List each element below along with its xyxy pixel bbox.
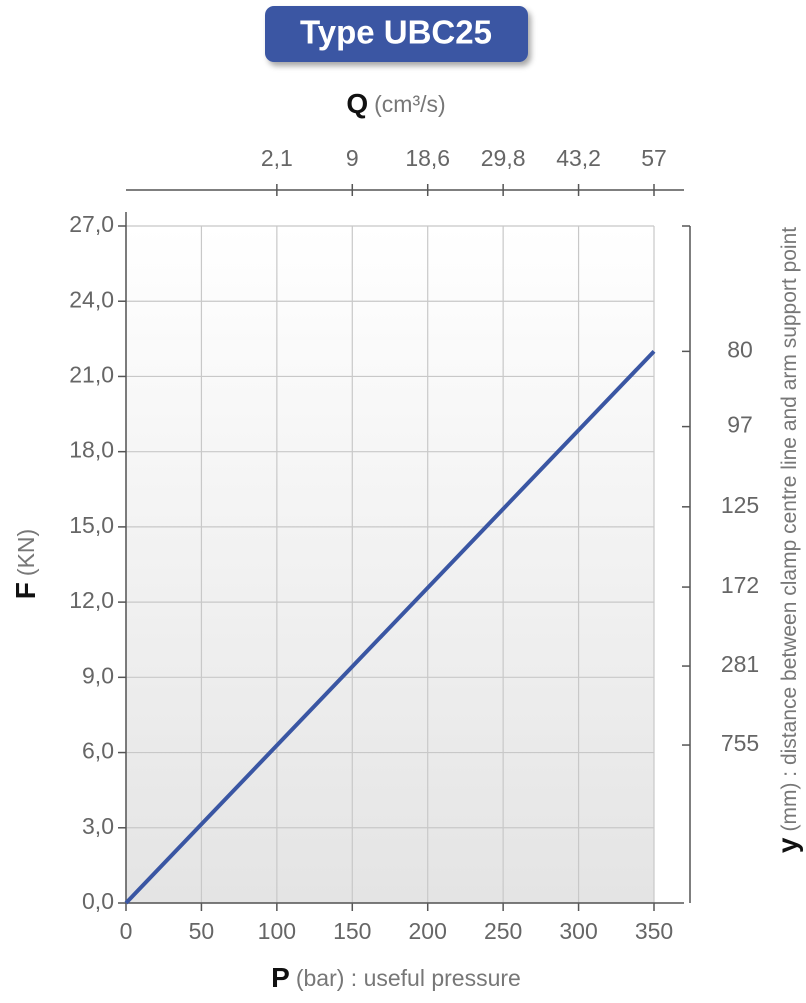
y-tick-label: 6,0 [82,738,114,764]
x2-tick-label: 29,8 [481,145,526,171]
y2-tick-label: 172 [721,572,759,598]
x-tick-label: 50 [189,918,215,944]
x2-tick-label: 18,6 [405,145,450,171]
x2-tick-label: 57 [641,145,667,171]
y-axis-label: F(KN) [10,529,41,599]
y2-tick-label: 80 [727,336,753,362]
x-tick-label: 150 [333,918,371,944]
y-tick-label: 3,0 [82,813,114,839]
x-axis-label: P (bar) : useful pressure [271,962,521,993]
y2-tick-label: 755 [721,730,759,756]
x-tick-label: 200 [409,918,447,944]
x-tick-label: 0 [120,918,133,944]
x-tick-label: 100 [258,918,296,944]
data-line [124,349,656,905]
y-tick-label: 21,0 [69,362,114,388]
chart-title: Type UBC25 [300,14,492,51]
y2-tick-label: 125 [721,492,759,518]
x-tick-label: 350 [635,918,673,944]
y-tick-label: 9,0 [82,662,114,688]
y-tick-label: 18,0 [69,437,114,463]
x-tick-label: 250 [484,918,522,944]
x2-tick-label: 43,2 [556,145,601,171]
y-tick-label: 24,0 [69,286,114,312]
y-tick-label: 0,0 [82,888,114,914]
x2-tick-label: 9 [346,145,359,171]
x2-axis-label: Q (cm³/s) [346,88,445,119]
y-tick-label: 27,0 [69,211,114,237]
x-tick-label: 300 [559,918,597,944]
y2-tick-label: 281 [721,651,759,677]
plot-area [126,226,654,903]
y2-axis-label: y(mm) : distance between clamp centre li… [772,227,803,853]
y-tick-label: 12,0 [69,587,114,613]
y2-tick-label: 97 [727,412,753,438]
x2-tick-label: 2,1 [261,145,293,171]
title-box [265,6,528,62]
y-tick-label: 15,0 [69,512,114,538]
